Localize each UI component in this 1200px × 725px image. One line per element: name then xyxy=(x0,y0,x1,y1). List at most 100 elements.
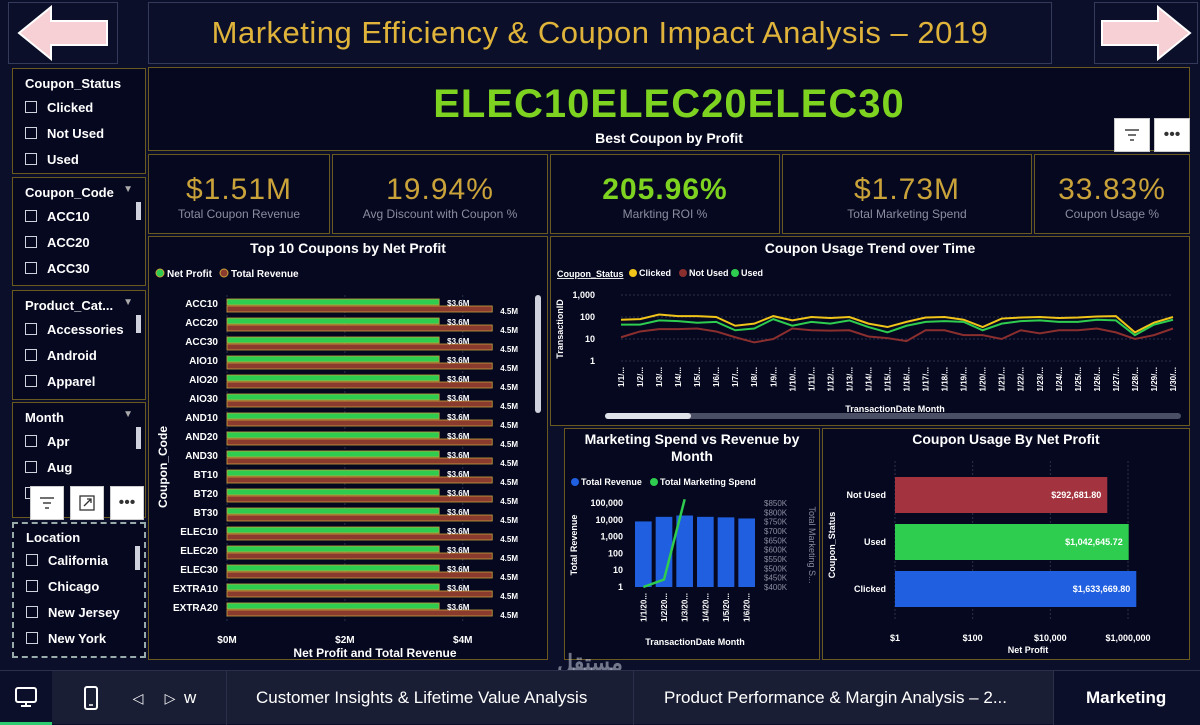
x-tick-label: 1/10/... xyxy=(788,367,797,391)
back-arrow-icon xyxy=(17,5,108,61)
x-tick-label: 1/8/... xyxy=(750,367,759,387)
x-tick-label: 1/2/... xyxy=(636,367,645,387)
y-axis-title: TransactionID xyxy=(555,299,565,359)
tab-marketing[interactable]: Marketing xyxy=(1054,671,1200,725)
tab-product-performance[interactable]: Product Performance & Margin Analysis – … xyxy=(634,671,1054,725)
slicer-option-california[interactable]: California xyxy=(26,547,144,573)
slicer-option-not-used[interactable]: Not Used xyxy=(25,120,145,146)
net-profit-data-label: $3.6M xyxy=(447,603,470,612)
x-tick-label: 1/3/20... xyxy=(681,593,690,622)
chevron-down-icon[interactable]: ▼ xyxy=(123,297,133,308)
scrollbar[interactable] xyxy=(136,427,141,449)
tab-scroll-left-button[interactable]: ◁ xyxy=(128,671,148,725)
checkbox-icon[interactable] xyxy=(25,153,37,165)
slicer-option-aug[interactable]: Aug xyxy=(25,454,145,480)
kpi-label: Total Coupon Revenue xyxy=(177,207,301,221)
top10-coupons-panel: Top 10 Coupons by Net Profit Net Profit T… xyxy=(148,236,548,660)
kpi-label: Total Marketing Spend xyxy=(847,207,967,221)
checkbox-icon[interactable] xyxy=(26,632,38,644)
total-revenue-data-label: 4.5M xyxy=(500,421,518,430)
slicer-option-label: Chicago xyxy=(48,578,100,594)
y2-tick-label: $450K xyxy=(764,574,788,583)
checkbox-icon[interactable] xyxy=(25,101,37,113)
slicer-option-new-jersey[interactable]: New Jersey xyxy=(26,599,144,625)
slicer-title: Month xyxy=(25,410,64,425)
category-label: AIO20 xyxy=(189,375,218,386)
slicer-option-chicago[interactable]: Chicago xyxy=(26,573,144,599)
category-label: BT10 xyxy=(194,470,219,481)
x-tick-label: 1/28/... xyxy=(1131,367,1140,391)
checkbox-icon[interactable] xyxy=(26,554,38,566)
slicer-option-label: Accessories xyxy=(47,321,124,337)
y-tick-label: 10 xyxy=(585,334,595,344)
slicer-option-clicked[interactable]: Clicked xyxy=(25,94,145,120)
slicer-option-apr[interactable]: Apr xyxy=(25,428,145,454)
slicer-title: Coupon_Status xyxy=(25,76,122,91)
checkbox-icon[interactable] xyxy=(25,127,37,139)
y-tick-label: 100 xyxy=(580,312,595,322)
spend-revenue-panel: Marketing Spend vs Revenue by Month Tota… xyxy=(564,428,820,660)
focus-mode-button[interactable] xyxy=(70,486,104,520)
more-options-button[interactable]: ••• xyxy=(110,486,144,520)
slicer-option-label: ACC20 xyxy=(47,234,90,250)
checkbox-icon[interactable] xyxy=(25,210,37,222)
tab-scroll-right-button[interactable]: ▷ xyxy=(160,671,180,725)
tab-overview-partial[interactable]: w xyxy=(184,671,227,725)
checkbox-icon[interactable] xyxy=(25,236,37,248)
x-tick-label: 1/24/... xyxy=(1055,367,1064,391)
checkbox-icon[interactable] xyxy=(25,461,37,473)
kpi-total-marketing-spend: $1.73M Total Marketing Spend xyxy=(782,154,1032,234)
checkbox-icon[interactable] xyxy=(25,375,37,387)
x-tick-label: 1/23/... xyxy=(1036,367,1045,391)
x-tick-label: 1/1/20... xyxy=(639,593,648,622)
total-revenue-bar xyxy=(226,533,493,541)
more-options-button[interactable]: ••• xyxy=(1154,118,1190,152)
slicer-option-used[interactable]: Used xyxy=(25,146,145,172)
chart-title: Coupon Usage By Net Profit xyxy=(912,431,1100,447)
net-profit-data-label: $3.6M xyxy=(447,584,470,593)
slicer-option-acc30[interactable]: ACC30 xyxy=(25,255,145,281)
next-page-button[interactable] xyxy=(1094,2,1198,64)
checkbox-icon[interactable] xyxy=(25,435,37,447)
tab-customer-insights[interactable]: Customer Insights & Lifetime Value Analy… xyxy=(226,671,634,725)
checkbox-icon[interactable] xyxy=(25,323,37,335)
scrollbar[interactable] xyxy=(136,202,141,220)
chevron-down-icon[interactable]: ▼ xyxy=(123,184,133,195)
mobile-view-button[interactable] xyxy=(68,671,114,725)
scrollbar[interactable] xyxy=(135,546,140,570)
slicer-option-android[interactable]: Android xyxy=(25,342,145,368)
checkbox-icon[interactable] xyxy=(25,349,37,361)
checkbox-icon[interactable] xyxy=(26,580,38,592)
net-profit-bar xyxy=(226,412,440,420)
category-label: BT30 xyxy=(194,508,219,519)
x-tick-label: 1/17/... xyxy=(922,367,931,391)
monitor-icon xyxy=(15,686,37,707)
usage-trend-panel: Coupon Usage Trend over Time Coupon_Stat… xyxy=(550,236,1190,426)
filter-button[interactable] xyxy=(30,486,64,520)
slicer-location: Location California Chicago New Jersey N… xyxy=(12,522,146,658)
total-revenue-bar xyxy=(226,343,493,351)
y-axis-title: Total Revenue xyxy=(569,515,579,576)
slicer-option-accessories[interactable]: Accessories xyxy=(25,316,145,342)
previous-page-button[interactable] xyxy=(8,2,118,64)
slicer-option-new-york[interactable]: New York xyxy=(26,625,144,651)
slicer-option-label: California xyxy=(48,552,108,568)
scrollbar[interactable] xyxy=(136,315,141,333)
x-tick-label: 1/29/... xyxy=(1150,367,1159,391)
x-tick-label: $10,000 xyxy=(1034,633,1067,643)
checkbox-icon[interactable] xyxy=(26,606,38,618)
x-tick-label: 1/18/... xyxy=(941,367,950,391)
series-line-clicked xyxy=(620,313,1174,334)
checkbox-icon[interactable] xyxy=(25,262,37,274)
slicer-option-apparel[interactable]: Apparel xyxy=(25,368,145,394)
slicer-option-acc10[interactable]: ACC10 xyxy=(25,203,145,229)
desktop-view-button[interactable] xyxy=(0,671,52,725)
kpi-label: Markting ROI % xyxy=(622,207,708,221)
filter-button[interactable] xyxy=(1114,118,1150,152)
slicer-title: Location xyxy=(26,530,81,545)
slicer-option-acc20[interactable]: ACC20 xyxy=(25,229,145,255)
x-axis-title: TransactionDate Month xyxy=(645,637,745,647)
chevron-down-icon[interactable]: ▼ xyxy=(123,409,133,420)
net-profit-bar xyxy=(226,583,440,591)
top10-chart: Net Profit Total Revenue $0M $2M $4M ACC10 $3.… xyxy=(155,268,541,660)
